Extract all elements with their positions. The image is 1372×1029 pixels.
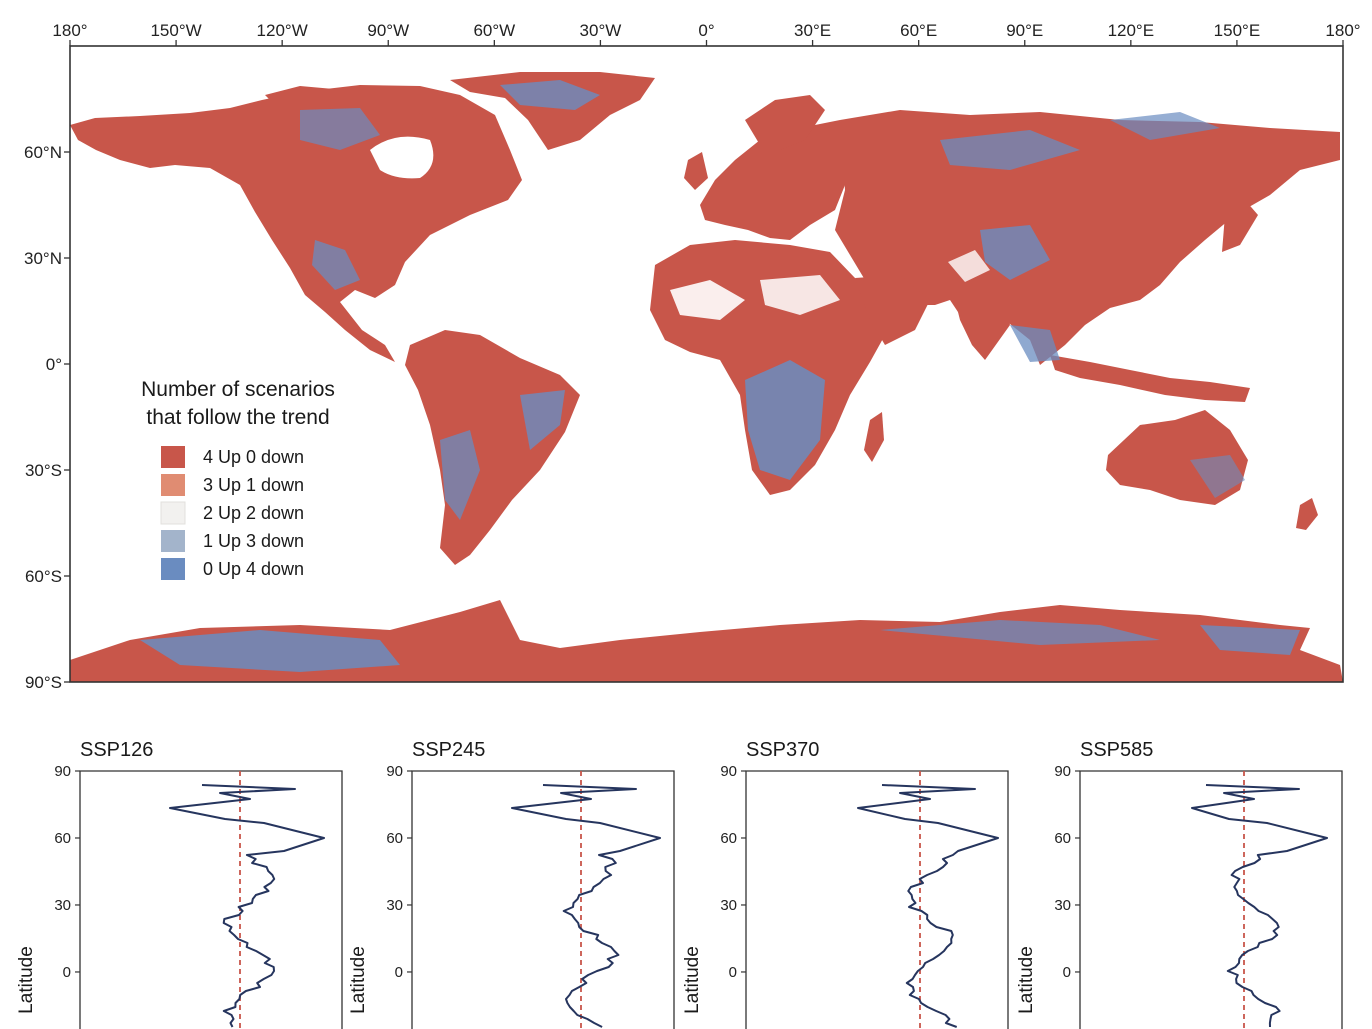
land-masses — [70, 72, 1343, 682]
decline-patches — [140, 80, 1300, 672]
legend-title-line2: that follow the trend — [146, 406, 329, 429]
latitude-profile-line — [857, 784, 999, 1028]
lon-tick-label: 60°W — [473, 21, 515, 40]
profile-panel-ssp585: SSP585 90 60 30 0 Latitude — [1016, 739, 1343, 1029]
y-tick-label: 90 — [386, 763, 403, 780]
lon-tick-label: 150°W — [150, 21, 201, 40]
legend-item-label: 3 Up 1 down — [203, 475, 304, 495]
y-tick-label: 60 — [54, 830, 71, 847]
longitude-axis: 180° 150°W 120°W 90°W 60°W 30°W 0° 30°E 60°E 90°E… — [52, 21, 1361, 46]
land-north-america — [70, 85, 522, 362]
lon-tick-label: 150°E — [1214, 21, 1261, 40]
neutral-patches — [670, 250, 990, 320]
latitude-profile-line — [511, 784, 661, 1028]
legend-item-label: 2 Up 2 down — [203, 503, 304, 523]
panel-frame — [79, 770, 343, 1029]
lon-tick-label: 90°E — [1006, 21, 1043, 40]
latitude-profile-line — [1191, 784, 1328, 1028]
world-map: 180° 150°W 120°W 90°W 60°W 30°W 0° 30°E 60°E 90°E… — [24, 21, 1361, 692]
lat-tick-label: 90°S — [25, 673, 62, 692]
profile-panel-ssp126: SSP126 90 60 30 0 Latitude — [16, 739, 343, 1029]
y-axis-label: Latitude — [682, 946, 703, 1014]
legend-swatch — [161, 530, 185, 552]
y-axis-label: Latitude — [1016, 946, 1037, 1014]
y-axis-label: Latitude — [16, 946, 37, 1014]
lon-tick-label: 90°W — [367, 21, 409, 40]
land-greenland — [450, 72, 655, 150]
panel-frame — [411, 770, 675, 1029]
legend-title-line1: Number of scenarios — [141, 378, 335, 401]
lon-tick-label: 30°E — [794, 21, 831, 40]
lat-tick-label: 30°S — [25, 461, 62, 480]
lon-tick-label: 30°W — [580, 21, 622, 40]
y-tick-label: 30 — [720, 897, 737, 914]
panel-frame — [745, 770, 1009, 1029]
latitude-profile-line — [169, 784, 325, 1028]
legend-item-label: 1 Up 3 down — [203, 531, 304, 551]
land-south-america — [405, 330, 580, 565]
lat-tick-label: 60°N — [24, 143, 62, 162]
y-tick-label: 90 — [54, 763, 71, 780]
y-tick-label: 30 — [386, 897, 403, 914]
land-europe — [700, 120, 850, 240]
panel-title: SSP245 — [412, 739, 485, 761]
y-tick-label: 90 — [1054, 763, 1071, 780]
y-tick-label: 0 — [1063, 964, 1071, 981]
y-tick-label: 30 — [1054, 897, 1071, 914]
y-tick-label: 30 — [54, 897, 71, 914]
y-tick-label: 0 — [63, 964, 71, 981]
y-tick-label: 0 — [395, 964, 403, 981]
profile-panel-ssp370: SSP370 90 60 30 0 Latitude — [682, 739, 1009, 1029]
legend-swatch — [161, 474, 185, 496]
latitude-axis: 60°N 30°N 0° 30°S 60°S 90°S — [24, 143, 70, 692]
legend-swatch — [161, 558, 185, 580]
legend-item-label: 4 Up 0 down — [203, 447, 304, 467]
lat-tick-label: 0° — [46, 355, 62, 374]
legend-swatch — [160, 501, 186, 525]
y-tick-label: 60 — [386, 830, 403, 847]
profile-panel-ssp245: SSP245 90 60 30 0 Latitude — [348, 739, 675, 1029]
legend-swatch — [161, 446, 185, 468]
legend: Number of scenarios that follow the tren… — [141, 378, 335, 580]
lon-tick-label: 60°E — [900, 21, 937, 40]
lon-tick-label: 120°E — [1108, 21, 1155, 40]
lon-tick-label: 0° — [698, 21, 714, 40]
lon-tick-label: 180° — [1325, 21, 1360, 40]
lat-tick-label: 30°N — [24, 249, 62, 268]
lat-tick-label: 60°S — [25, 567, 62, 586]
y-tick-label: 0 — [729, 964, 737, 981]
panel-title: SSP585 — [1080, 739, 1153, 761]
y-tick-label: 60 — [720, 830, 737, 847]
y-tick-label: 60 — [1054, 830, 1071, 847]
y-tick-label: 90 — [720, 763, 737, 780]
latitude-profile-panels: SSP126 90 60 30 0 Latitude SSP245 90 60 30 0 Latitu… — [16, 739, 1343, 1029]
panel-title: SSP370 — [746, 739, 819, 761]
y-axis-label: Latitude — [348, 946, 369, 1014]
lon-tick-label: 120°W — [257, 21, 308, 40]
panel-frame — [1079, 770, 1343, 1029]
lon-tick-label: 180° — [52, 21, 87, 40]
legend-item-label: 0 Up 4 down — [203, 559, 304, 579]
panel-title: SSP126 — [80, 739, 153, 761]
